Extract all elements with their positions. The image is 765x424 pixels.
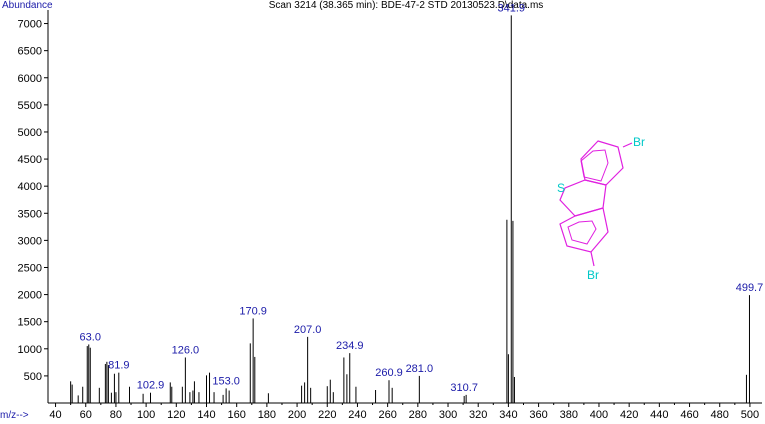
y-tick-label: 7000 bbox=[18, 19, 42, 31]
y-ticks: 500 1000 1500 2000 2500 3000 3500 4000 4500 5000 5… bbox=[18, 19, 48, 383]
peak-label: 153.0 bbox=[212, 375, 240, 387]
bromine-atom-top: Br bbox=[633, 135, 645, 149]
peak-label: 341.9 bbox=[498, 2, 526, 14]
x-tick-label: 480 bbox=[711, 409, 729, 421]
x-tick-label: 360 bbox=[529, 409, 547, 421]
x-tick-label: 420 bbox=[620, 409, 638, 421]
upper-br-bond bbox=[622, 142, 633, 148]
x-tick-label: 380 bbox=[560, 409, 578, 421]
y-tick-label: 1000 bbox=[18, 344, 42, 356]
peak-label: 81.9 bbox=[108, 360, 129, 372]
y-axis-label: Abundance bbox=[2, 0, 53, 11]
peak-label: 170.9 bbox=[239, 305, 267, 317]
peak-label: 499.7 bbox=[736, 282, 764, 294]
dibromodibenzothiophene-structure: S Br Br bbox=[557, 135, 645, 282]
sulfur-atom: S bbox=[557, 181, 565, 195]
y-tick-label: 3000 bbox=[18, 235, 42, 247]
lower-ring-inner bbox=[567, 220, 597, 245]
x-tick-label: 400 bbox=[590, 409, 608, 421]
x-tick-label: 300 bbox=[439, 409, 457, 421]
y-tick-label: 5500 bbox=[18, 100, 42, 112]
upper-ring-inner bbox=[580, 149, 609, 182]
x-tick-label: 220 bbox=[318, 409, 336, 421]
lower-ring bbox=[559, 207, 609, 253]
thiophene-ring bbox=[559, 179, 607, 217]
lower-br-bond bbox=[590, 251, 595, 267]
x-ticks: 40 60 80 100 120 140 160 180 200 220 240 260 280 300 3… bbox=[49, 403, 759, 421]
y-tick-label: 4000 bbox=[18, 181, 42, 193]
x-tick-label: 80 bbox=[110, 409, 122, 421]
y-tick-label: 5000 bbox=[18, 127, 42, 139]
x-tick-label: 340 bbox=[499, 409, 517, 421]
x-tick-label: 40 bbox=[49, 409, 61, 421]
x-axis-label: m/z--> bbox=[0, 410, 29, 421]
peak-label: 260.9 bbox=[375, 367, 403, 379]
peak-label: 234.9 bbox=[336, 340, 364, 352]
peak-labels: 63.0 81.9 102.9 126.0 153.0 170.9 207.0 234.9 26… bbox=[80, 2, 764, 393]
x-tick-label: 60 bbox=[80, 409, 92, 421]
x-tick-label: 100 bbox=[137, 409, 155, 421]
x-tick-label: 180 bbox=[258, 409, 276, 421]
x-tick-label: 160 bbox=[228, 409, 246, 421]
x-tick-label: 260 bbox=[378, 409, 396, 421]
x-tick-label: 440 bbox=[650, 409, 668, 421]
y-tick-label: 1500 bbox=[18, 317, 42, 329]
x-tick-label: 200 bbox=[288, 409, 306, 421]
bromine-atom-bottom: Br bbox=[587, 268, 599, 282]
chart-title: Scan 3214 (38.365 min): BDE-47-2 STD 201… bbox=[269, 0, 544, 11]
x-tick-label: 140 bbox=[197, 409, 215, 421]
peak-label: 126.0 bbox=[172, 344, 200, 356]
x-tick-label: 240 bbox=[348, 409, 366, 421]
y-tick-label: 3500 bbox=[18, 208, 42, 220]
peak-label: 310.7 bbox=[450, 382, 478, 394]
peak-label: 281.0 bbox=[406, 363, 434, 375]
peak-label: 102.9 bbox=[137, 380, 165, 392]
peak-label: 207.0 bbox=[294, 324, 322, 336]
y-tick-label: 6000 bbox=[18, 73, 42, 85]
x-tick-label: 280 bbox=[409, 409, 427, 421]
x-tick-label: 120 bbox=[167, 409, 185, 421]
x-tick-label: 320 bbox=[469, 409, 487, 421]
y-tick-label: 2500 bbox=[18, 262, 42, 274]
peak-bars bbox=[70, 15, 750, 403]
y-tick-label: 2000 bbox=[18, 290, 42, 302]
x-tick-label: 500 bbox=[741, 409, 759, 421]
x-tick-label: 460 bbox=[680, 409, 698, 421]
y-tick-label: 6500 bbox=[18, 46, 42, 58]
y-tick-label: 500 bbox=[24, 371, 42, 383]
peak-label: 63.0 bbox=[80, 331, 101, 343]
y-tick-label: 4500 bbox=[18, 154, 42, 166]
